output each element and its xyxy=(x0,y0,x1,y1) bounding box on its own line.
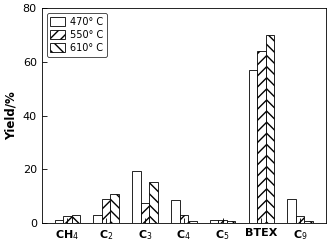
Bar xyxy=(287,199,296,223)
Bar xyxy=(132,171,141,223)
Bar xyxy=(171,200,180,223)
Bar xyxy=(296,216,304,223)
Bar xyxy=(266,35,274,223)
Legend: 470° C, 550° C, 610° C: 470° C, 550° C, 610° C xyxy=(47,13,107,57)
Bar xyxy=(55,220,63,223)
Bar xyxy=(218,220,227,223)
Bar xyxy=(227,221,235,223)
Y-axis label: Yield/%: Yield/% xyxy=(4,91,17,140)
Bar xyxy=(304,221,313,223)
Bar xyxy=(149,182,158,223)
Bar xyxy=(111,194,119,223)
Bar xyxy=(72,215,80,223)
Bar xyxy=(210,220,218,223)
Bar xyxy=(180,215,188,223)
Bar xyxy=(248,70,257,223)
Bar xyxy=(141,203,149,223)
Bar xyxy=(257,51,266,223)
Bar xyxy=(188,221,197,223)
Bar xyxy=(93,215,102,223)
Bar xyxy=(102,199,111,223)
Bar xyxy=(63,216,72,223)
